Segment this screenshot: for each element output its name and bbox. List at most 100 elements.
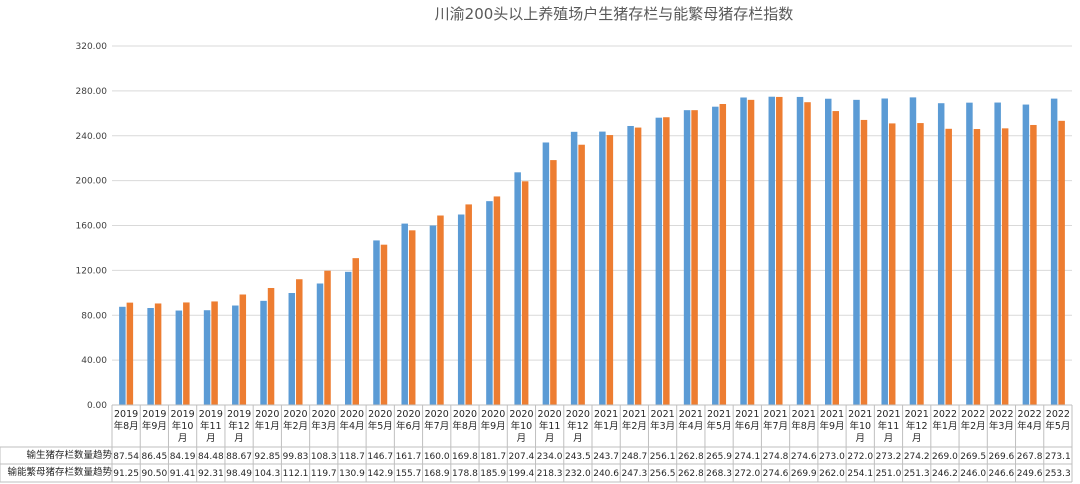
bar-series-2 <box>126 302 134 405</box>
bar-series-2 <box>550 160 557 405</box>
bar-series-1 <box>232 305 239 405</box>
table-cell-series-1: 108.3 <box>311 452 337 462</box>
table-cell-series-2: 246.6 <box>989 469 1015 479</box>
x-tick-label: 2020 年8月 <box>452 409 477 432</box>
table-cell-series-2: 249.6 <box>1017 469 1043 479</box>
x-tick-label: 2019 年12 月 <box>227 409 251 444</box>
bar-series-1 <box>316 283 324 405</box>
table-cell-series-2: 130.9 <box>339 469 365 479</box>
y-axis: 0.00 40.00 80.00 120.00 160.00 200.00 240.00 28… <box>76 42 108 411</box>
table-cell-series-2: 112.1 <box>283 469 309 479</box>
bar-series-1 <box>853 99 860 405</box>
table-cell-series-1: 269.0 <box>932 452 958 462</box>
bar-series-2 <box>663 117 670 405</box>
table-cell-series-2: 256.5 <box>650 469 676 479</box>
x-tick-label: 2021 年10 月 <box>848 409 872 444</box>
bar-series-2 <box>945 128 952 405</box>
bar-series-1 <box>825 98 832 406</box>
table-cell-series-2: 269.9 <box>791 469 817 479</box>
x-tick-label: 2021 年2月 <box>622 409 647 432</box>
bar-series-1 <box>147 308 154 405</box>
bar-series-2 <box>1001 128 1009 405</box>
x-tick-label: 2019 年9月 <box>142 409 167 432</box>
bar-series-1 <box>203 310 211 405</box>
table-cell-series-2: 240.6 <box>593 469 619 479</box>
bar-series-1 <box>542 142 550 405</box>
x-tick-label: 2020 年4月 <box>339 409 364 432</box>
x-tick-label: 2020 年10 月 <box>509 409 533 444</box>
table-cell-series-1: 273.2 <box>876 452 902 462</box>
table-cell-series-2: 247.3 <box>621 469 647 479</box>
x-tick-label: 2022 年2月 <box>961 409 986 432</box>
table-cell-series-2: 104.3 <box>254 469 280 479</box>
bar-series-1 <box>712 106 719 406</box>
table-cell-series-1: 87.54 <box>113 452 139 462</box>
table-cell-series-1: 273.0 <box>819 452 845 462</box>
bar-series-2 <box>324 270 331 405</box>
x-tick-label: 2019 年11 月 <box>199 409 223 444</box>
bar-series-2 <box>352 258 359 405</box>
table-cell-series-2: 232.0 <box>565 469 591 479</box>
bar-series-1 <box>345 271 352 405</box>
x-tick-label: 2020 年6月 <box>396 409 421 432</box>
table-cell-series-2: 185.9 <box>480 469 506 479</box>
x-tick-label: 2021 年9月 <box>819 409 844 432</box>
table-cell-series-2: 178.8 <box>452 469 478 479</box>
table-cell-series-2: 218.3 <box>537 469 563 479</box>
x-tick-label: 2020 年9月 <box>481 409 506 432</box>
bar-series-1 <box>627 125 634 405</box>
table-cell-series-2: 272.0 <box>734 469 760 479</box>
bar-series-1 <box>937 103 945 405</box>
table-cell-series-1: 146.7 <box>367 452 393 462</box>
bar-series-1 <box>1050 98 1058 405</box>
bar-series-1 <box>486 201 493 405</box>
bar-series-2 <box>296 279 303 405</box>
x-tick-label: 2021 年1月 <box>594 409 619 432</box>
y-tick-label: 80.00 <box>81 311 107 321</box>
bar-series-1 <box>288 293 296 405</box>
table-cell-series-2: 251.0 <box>876 469 902 479</box>
bar-series-2 <box>719 104 727 405</box>
bar-series-2 <box>1058 120 1065 405</box>
bar-series-1 <box>909 97 917 406</box>
table-cell-series-1: 243.5 <box>565 452 591 462</box>
table-cell-series-1: 265.9 <box>706 452 732 462</box>
bar-series-2 <box>578 144 585 405</box>
x-tick-label: 2020 年11 月 <box>538 409 562 444</box>
x-tick-label: 2021 年8月 <box>791 409 816 432</box>
bar-series-1 <box>514 172 521 405</box>
bar-series-2 <box>606 135 614 405</box>
table-cell-series-2: 253.3 <box>1045 469 1071 479</box>
table-cell-series-2: 92.31 <box>198 469 224 479</box>
y-tick-label: 280.00 <box>76 87 108 97</box>
y-tick-label: 320.00 <box>76 42 108 52</box>
bar-series-1 <box>994 102 1001 405</box>
y-tick-label: 160.00 <box>76 222 108 232</box>
bar-series-2 <box>747 99 755 405</box>
table-cell-series-1: 161.7 <box>396 452 422 462</box>
bar-series-2 <box>267 287 275 405</box>
bar-series-1 <box>966 102 973 405</box>
x-tick-label: 2022 年4月 <box>1017 409 1042 432</box>
y-tick-label: 240.00 <box>76 132 108 142</box>
bar-series-2 <box>239 294 247 405</box>
table-cell-series-1: 234.0 <box>537 452 563 462</box>
x-tick-label: 2022 年5月 <box>1045 409 1070 432</box>
bar-series-1 <box>119 306 126 405</box>
bar-series-2 <box>521 181 529 405</box>
table-cell-series-2: 268.3 <box>706 469 732 479</box>
table-cell-series-2: 251.3 <box>904 469 930 479</box>
table-cell-series-1: 267.8 <box>1017 452 1043 462</box>
bar-series-1 <box>570 131 578 406</box>
bar-series-1 <box>260 300 267 405</box>
bar-series-1 <box>655 117 663 406</box>
table-cell-series-1: 88.67 <box>226 452 252 462</box>
x-tick-label: 2021 年12 月 <box>905 409 929 444</box>
table-cell-series-1: 169.8 <box>452 452 478 462</box>
x-tick-label: 2022 年1月 <box>932 409 957 432</box>
y-tick-label: 40.00 <box>81 356 107 366</box>
bar-series-1 <box>1022 104 1030 405</box>
table-cell-series-1: 269.6 <box>989 452 1015 462</box>
x-tick-label: 2020 年2月 <box>283 409 308 432</box>
bar-series-1 <box>457 214 465 405</box>
